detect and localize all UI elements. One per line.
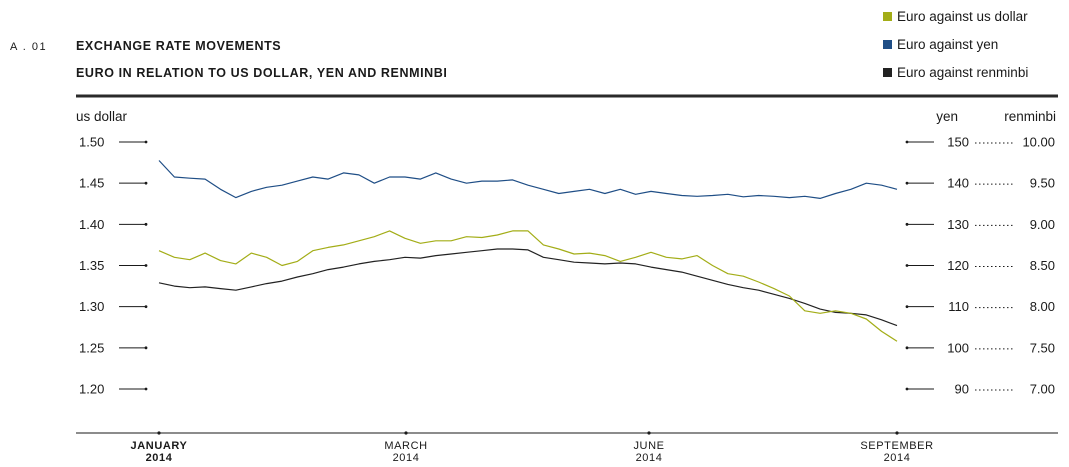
left-tick-label: 1.40 bbox=[79, 217, 104, 232]
renminbi-tick-label: 7.50 bbox=[1030, 340, 1055, 355]
x-tick-month: MARCH bbox=[384, 440, 427, 452]
yen-tick-label: 120 bbox=[947, 258, 969, 273]
left-tick-label: 1.45 bbox=[79, 176, 104, 191]
chart-subtitle: EURO IN RELATION TO US DOLLAR, YEN AND R… bbox=[76, 66, 448, 80]
left-tick-dot bbox=[144, 346, 148, 350]
figure-number: A . 01 bbox=[10, 41, 47, 53]
legend-label-yen: Euro against yen bbox=[897, 37, 998, 52]
x-tick-dot bbox=[157, 431, 161, 435]
renminbi-tick-label: 8.00 bbox=[1030, 299, 1055, 314]
left-axis-label: us dollar bbox=[76, 109, 128, 124]
right-axis-label-renminbi: renminbi bbox=[1004, 109, 1056, 124]
yen-tick-label: 110 bbox=[948, 299, 969, 314]
yen-tick-label: 100 bbox=[947, 340, 969, 355]
x-tick-dot bbox=[647, 431, 651, 435]
left-tick-label: 1.30 bbox=[79, 299, 104, 314]
left-tick-dot bbox=[144, 264, 148, 267]
x-tick-month: JANUARY bbox=[131, 440, 188, 452]
x-tick-month: SEPTEMBER bbox=[860, 440, 933, 452]
x-tick-dot bbox=[404, 431, 408, 435]
x-tick-month: JUNE bbox=[633, 440, 664, 452]
legend-swatch-cny bbox=[883, 68, 892, 77]
left-tick-dot bbox=[144, 387, 148, 391]
x-tick-year: 2014 bbox=[636, 452, 663, 464]
renminbi-tick-label: 9.50 bbox=[1030, 176, 1055, 191]
yen-tick-label: 150 bbox=[947, 135, 969, 150]
chart-title: EXCHANGE RATE MOVEMENTS bbox=[76, 39, 281, 53]
legend-swatch-yen bbox=[883, 40, 892, 49]
x-tick-year: 2014 bbox=[146, 452, 173, 464]
left-tick-label: 1.20 bbox=[79, 382, 104, 397]
x-tick-dot bbox=[895, 431, 899, 435]
yen-tick-label: 130 bbox=[947, 217, 969, 232]
left-tick-dot bbox=[144, 181, 148, 185]
left-axis-ticks: 1.50 1.45 1.40 1.35 1.30 1.25 1.20 bbox=[79, 135, 148, 397]
left-tick-dot bbox=[144, 140, 148, 144]
renminbi-tick-label: 9.00 bbox=[1030, 217, 1055, 232]
yen-tick-label: 140 bbox=[947, 176, 969, 191]
legend-label-usd: Euro against us dollar bbox=[897, 9, 1028, 24]
series-line-usd bbox=[158, 230, 898, 342]
left-tick-label: 1.25 bbox=[79, 340, 104, 355]
renminbi-tick-label: 8.50 bbox=[1030, 258, 1055, 273]
right-axis-ticks: 150 10.00 140 9.50 130 9.00 120 8.50 110 8.00 100 7… bbox=[905, 135, 1055, 397]
x-tick-year: 2014 bbox=[884, 452, 911, 464]
series-line-yen bbox=[158, 160, 898, 199]
left-tick-dot bbox=[144, 305, 148, 309]
series-lines bbox=[158, 160, 898, 342]
left-tick-label: 1.50 bbox=[79, 135, 104, 150]
legend-swatch-usd bbox=[883, 12, 892, 21]
yen-tick-label: 90 bbox=[955, 382, 969, 397]
legend-label-cny: Euro against renminbi bbox=[897, 65, 1028, 80]
renminbi-tick-label: 7.00 bbox=[1030, 382, 1055, 397]
left-tick-label: 1.35 bbox=[79, 258, 104, 273]
x-tick-year: 2014 bbox=[393, 452, 420, 464]
x-axis-ticks: JANUARY2014MARCH2014JUNE2014SEPTEMBER201… bbox=[131, 431, 933, 464]
legend: Euro against us dollar Euro against yen … bbox=[883, 9, 1028, 80]
renminbi-tick-label: 10.00 bbox=[1022, 135, 1055, 150]
right-axis-label-yen: yen bbox=[936, 109, 958, 124]
series-line-cny bbox=[158, 248, 898, 327]
left-tick-dot bbox=[144, 222, 148, 226]
